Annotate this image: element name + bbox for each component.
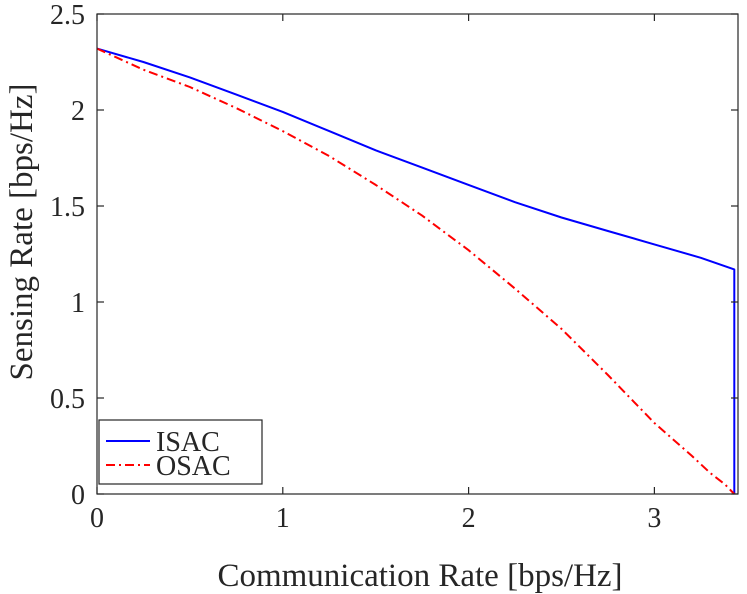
y-tick-label: 2.5 bbox=[50, 0, 85, 31]
series-line-isac bbox=[96, 47, 736, 494]
y-axis-label: Sensing Rate [bps/Hz] bbox=[4, 84, 40, 381]
legend-label-osac: OSAC bbox=[156, 451, 231, 482]
legend-box bbox=[98, 419, 263, 485]
series-line-osac bbox=[96, 47, 736, 495]
legend: ISAC OSAC bbox=[98, 419, 263, 485]
axes-layer: 0 1 2 3 0 0.5 1 1.5 2 2.5 bbox=[50, 0, 739, 534]
legend-label-isac: ISAC bbox=[156, 427, 220, 458]
plot-frame bbox=[96, 13, 739, 495]
x-tick-label: 2 bbox=[462, 503, 476, 534]
x-tick-label: 1 bbox=[276, 503, 290, 534]
y-tick-label: 1 bbox=[71, 288, 85, 319]
y-tick-label: 0 bbox=[71, 480, 85, 511]
x-tick-label: 0 bbox=[90, 503, 104, 534]
plot-layer bbox=[96, 47, 736, 495]
y-tick-label: 2 bbox=[71, 96, 85, 127]
y-tick-label: 1.5 bbox=[50, 192, 85, 223]
x-axis-label: Communication Rate [bps/Hz] bbox=[217, 558, 622, 594]
x-tick-label: 3 bbox=[647, 503, 661, 534]
y-tick-label: 0.5 bbox=[50, 384, 85, 415]
